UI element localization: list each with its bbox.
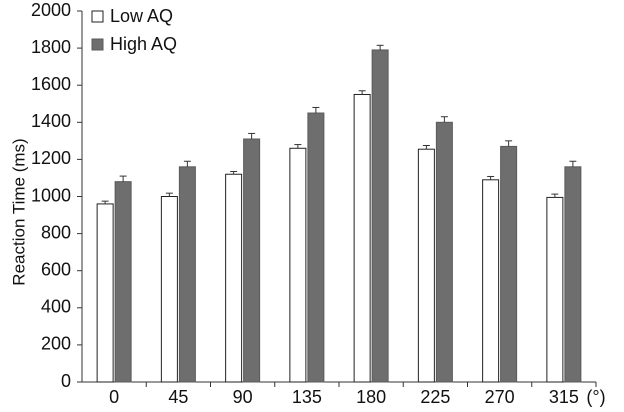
x-tick-label: 0	[109, 387, 119, 407]
x-tick-label: 135	[292, 387, 322, 407]
y-tick-label: 2000	[31, 0, 71, 20]
y-tick-label: 1800	[31, 37, 71, 57]
x-tick-label: 45	[168, 387, 188, 407]
bar-low-aq	[225, 173, 243, 383]
y-tick-label: 800	[41, 222, 71, 242]
legend-label: Low AQ	[110, 6, 173, 26]
x-tick-label: 90	[233, 387, 253, 407]
y-tick-label: 400	[41, 297, 71, 317]
bar-high-aq	[114, 181, 132, 383]
legend-label: High AQ	[110, 34, 177, 54]
bar-high-aq	[500, 145, 518, 383]
bars	[96, 44, 582, 383]
x-axis-unit-label: (°)	[586, 387, 605, 407]
x-tick-label: 315	[549, 387, 579, 407]
y-axis: 0 200 400 600 800 1000 1200 1400 1600 1800 2000	[31, 0, 83, 391]
bar-high-aq	[564, 166, 582, 383]
y-tick-label: 1600	[31, 74, 71, 94]
bar-high-aq	[178, 166, 196, 383]
bar-low-aq	[482, 179, 500, 383]
bar-high-aq	[435, 121, 453, 383]
y-tick-label: 600	[41, 259, 71, 279]
y-tick-label: 1200	[31, 148, 71, 168]
bar-low-aq	[417, 148, 435, 383]
y-tick-label: 200	[41, 334, 71, 354]
x-tick-label: 270	[485, 387, 515, 407]
bar-high-aq	[243, 138, 261, 383]
x-tick-label: 180	[356, 387, 386, 407]
legend: Low AQ High AQ	[91, 6, 177, 54]
bar-low-aq	[546, 196, 564, 383]
legend-swatch	[91, 38, 104, 51]
bar-high-aq	[371, 49, 389, 383]
y-tick-label: 0	[61, 371, 71, 391]
x-tick-label: 225	[420, 387, 450, 407]
bar-low-aq	[289, 147, 307, 383]
bar-low-aq	[96, 203, 114, 383]
legend-swatch	[91, 10, 104, 23]
bar-low-aq	[353, 93, 371, 383]
x-axis: 0 45 90 135 180 225 270 315 (°)	[82, 381, 606, 407]
y-axis-title-text: Reaction Time (ms)	[9, 138, 28, 285]
y-tick-label: 1000	[31, 185, 71, 205]
bar-low-aq	[160, 196, 178, 383]
y-axis-title: Reaction Time (ms)	[9, 138, 28, 285]
y-tick-label: 1400	[31, 111, 71, 131]
bar-high-aq	[307, 112, 325, 383]
